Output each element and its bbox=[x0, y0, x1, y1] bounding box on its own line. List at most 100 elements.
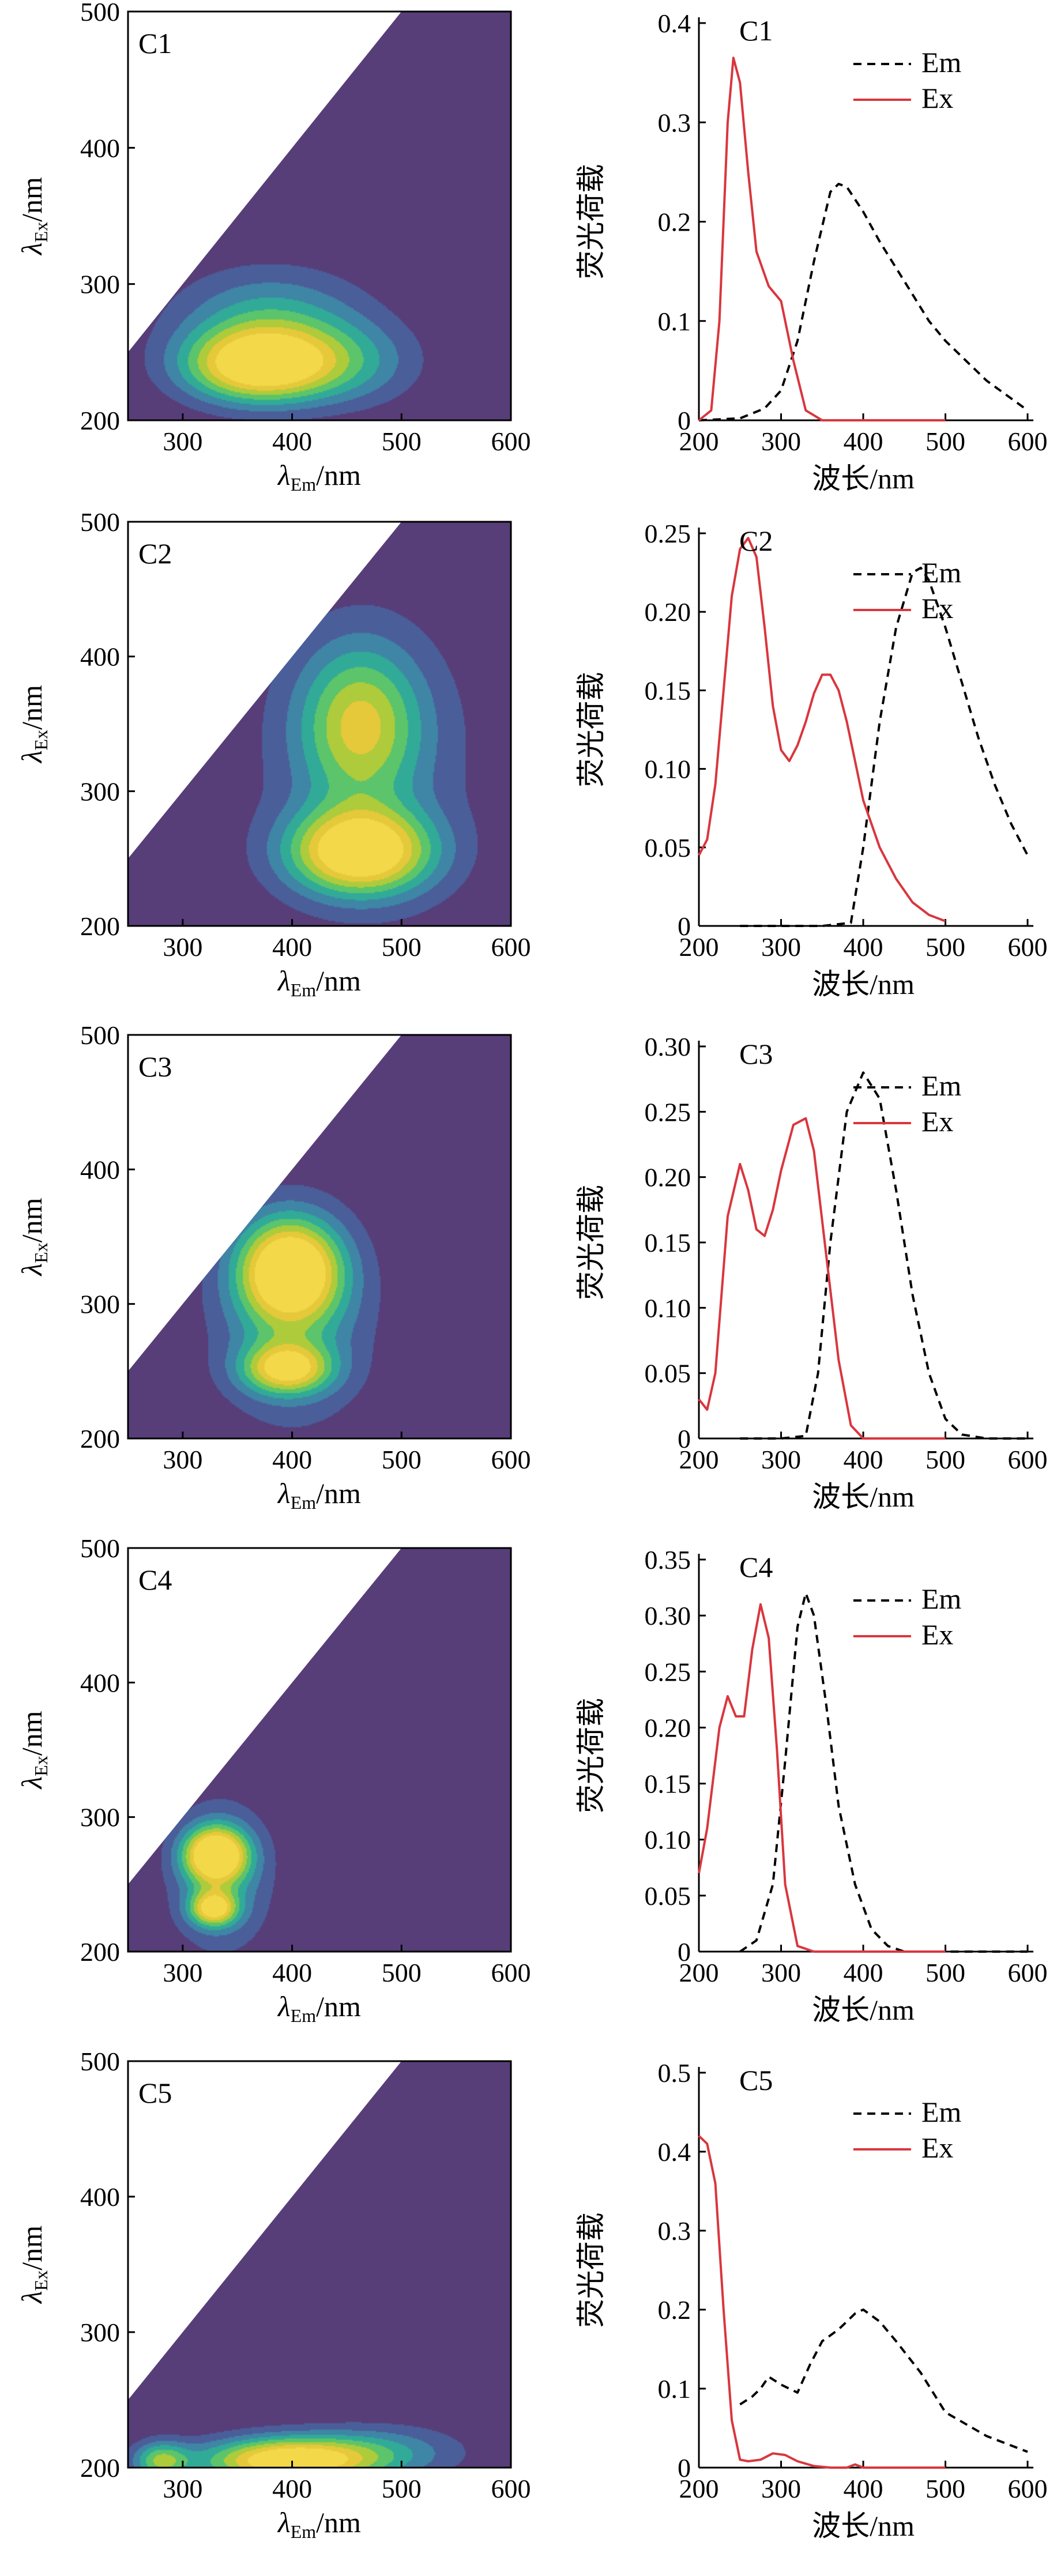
y-tick-label: 300 bbox=[80, 2318, 120, 2347]
x-tick-label: 500 bbox=[926, 932, 965, 962]
y-tick-label: 0.1 bbox=[658, 2374, 691, 2404]
y-axis-subscript: Ex bbox=[31, 730, 51, 751]
x-tick-label: 400 bbox=[844, 1445, 883, 1474]
x-axis-title: λEm/nm bbox=[277, 2506, 361, 2542]
y-tick-label: 0.10 bbox=[645, 1293, 691, 1323]
panel-label: C5 bbox=[138, 2077, 172, 2109]
x-tick-label: 600 bbox=[491, 932, 531, 962]
x-tick-label: 400 bbox=[844, 2474, 883, 2503]
x-axis-subscript: Em bbox=[291, 2005, 317, 2026]
x-axis-unit: /nm bbox=[316, 1477, 361, 1509]
y-tick-label: 0.5 bbox=[658, 2058, 691, 2088]
x-tick-label: 500 bbox=[926, 2474, 965, 2503]
y-tick-label: 0.25 bbox=[645, 519, 691, 548]
y-tick-label: 0 bbox=[678, 2453, 691, 2483]
y-axis-subscript: Ex bbox=[31, 222, 51, 243]
x-tick-label: 600 bbox=[1008, 932, 1048, 962]
x-axis-title: λEm/nm bbox=[277, 1990, 361, 2026]
series-ex-line bbox=[698, 57, 946, 421]
x-tick-label: 500 bbox=[382, 1445, 422, 1474]
panel-label: C1 bbox=[138, 27, 172, 59]
series-ex-line bbox=[698, 537, 946, 922]
x-axis-title: λEm/nm bbox=[277, 1477, 361, 1513]
plot-frame bbox=[127, 521, 512, 927]
y-tick-label: 200 bbox=[80, 1424, 120, 1453]
y-axis-title: λEx/nm bbox=[16, 685, 51, 764]
x-tick-label: 600 bbox=[1008, 427, 1048, 456]
x-tick-label: 300 bbox=[163, 1445, 202, 1474]
x-axis-unit: /nm bbox=[316, 459, 361, 491]
legend-label-ex: Ex bbox=[921, 592, 954, 624]
series-em-line bbox=[739, 1592, 1028, 1953]
x-tick-label: 500 bbox=[926, 427, 965, 456]
no-data-region bbox=[128, 1548, 402, 1885]
x-tick-label: 400 bbox=[272, 932, 312, 962]
x-tick-label: 400 bbox=[272, 427, 312, 456]
x-axis-title: 波长/nm bbox=[812, 2510, 915, 2542]
y-tick-label: 500 bbox=[80, 1534, 120, 1563]
y-tick-label: 0.2 bbox=[658, 208, 691, 237]
y-axis-unit: /nm bbox=[16, 1711, 48, 1756]
x-tick-label: 600 bbox=[1008, 2474, 1048, 2503]
y-tick-label: 400 bbox=[80, 642, 120, 672]
y-tick-label: 300 bbox=[80, 270, 120, 299]
x-tick-label: 400 bbox=[844, 1958, 883, 1987]
x-tick-label: 300 bbox=[761, 1958, 801, 1987]
y-tick-label: 0.3 bbox=[658, 2216, 691, 2246]
y-tick-label: 0.20 bbox=[645, 1163, 691, 1192]
y-tick-label: 400 bbox=[80, 133, 120, 163]
y-tick-label: 500 bbox=[80, 0, 120, 27]
y-axis-symbol: λ bbox=[16, 1263, 48, 1277]
y-tick-label: 0.3 bbox=[658, 108, 691, 137]
panel-label: C5 bbox=[739, 2064, 773, 2096]
x-tick-label: 300 bbox=[761, 932, 801, 962]
x-axis-symbol: λ bbox=[277, 2506, 291, 2539]
x-tick-label: 400 bbox=[272, 1445, 312, 1474]
plot-frame bbox=[127, 10, 512, 421]
y-axis-title: 荧光荷载 bbox=[575, 164, 607, 280]
x-axis-title: λEm/nm bbox=[277, 965, 361, 1000]
no-data-region bbox=[128, 2061, 402, 2400]
y-tick-label: 400 bbox=[80, 2182, 120, 2212]
legend-label-ex: Ex bbox=[921, 1618, 954, 1651]
y-axis-title: 荧光荷载 bbox=[575, 2213, 607, 2328]
y-tick-label: 0.35 bbox=[645, 1545, 691, 1575]
y-tick-label: 0.15 bbox=[645, 1228, 691, 1257]
x-axis-title: 波长/nm bbox=[812, 1481, 915, 1513]
y-axis-subscript: Ex bbox=[31, 1242, 51, 1263]
y-tick-label: 0.10 bbox=[645, 755, 691, 784]
y-tick-label: 500 bbox=[80, 1020, 120, 1050]
y-axis-symbol: λ bbox=[16, 1776, 48, 1790]
y-tick-label: 0.4 bbox=[658, 9, 691, 38]
x-tick-label: 300 bbox=[163, 427, 202, 456]
y-tick-label: 0 bbox=[678, 1424, 691, 1453]
legend-label-em: Em bbox=[921, 556, 962, 589]
y-tick-label: 0.4 bbox=[658, 2137, 691, 2167]
y-tick-label: 0.05 bbox=[645, 1881, 691, 1911]
panel-label: C4 bbox=[739, 1551, 773, 1583]
panel-label: C3 bbox=[739, 1038, 773, 1070]
x-axis-symbol: λ bbox=[277, 965, 291, 997]
plot-frame bbox=[127, 1547, 512, 1953]
y-tick-label: 0 bbox=[678, 406, 691, 435]
y-tick-label: 0.05 bbox=[645, 833, 691, 863]
y-tick-label: 0 bbox=[678, 912, 691, 941]
x-tick-label: 300 bbox=[163, 2474, 202, 2503]
legend-label-ex: Ex bbox=[921, 1105, 954, 1138]
y-axis-unit: /nm bbox=[16, 177, 48, 222]
series-ex-line bbox=[698, 2135, 946, 2469]
x-axis-symbol: λ bbox=[277, 1990, 291, 2023]
x-tick-label: 300 bbox=[761, 2474, 801, 2503]
series-em-line bbox=[740, 566, 1029, 927]
y-axis-title: 荧光荷载 bbox=[575, 1185, 607, 1300]
y-axis-title: 荧光荷载 bbox=[575, 672, 607, 788]
legend-label-em: Em bbox=[921, 1583, 962, 1615]
y-tick-label: 0.20 bbox=[645, 597, 691, 627]
x-axis-title: 波长/nm bbox=[812, 462, 915, 495]
y-tick-label: 0.10 bbox=[645, 1825, 691, 1855]
no-data-region bbox=[128, 1035, 402, 1372]
x-tick-label: 600 bbox=[1008, 1958, 1048, 1987]
x-tick-label: 500 bbox=[926, 1958, 965, 1987]
legend-label-ex: Ex bbox=[921, 82, 954, 114]
